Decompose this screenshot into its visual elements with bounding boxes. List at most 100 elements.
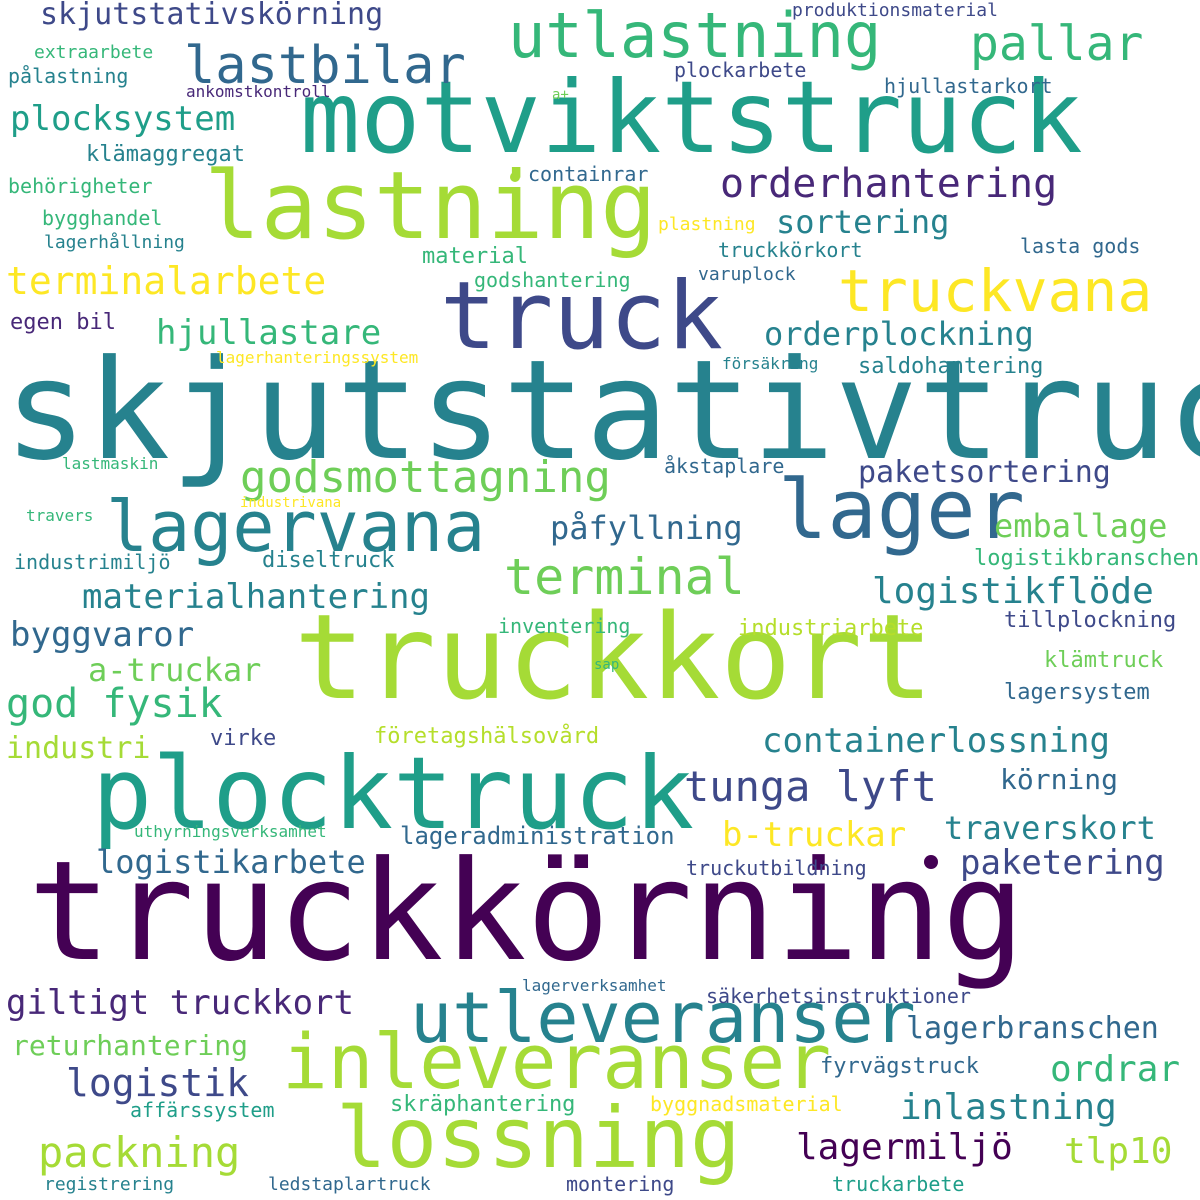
word-uthyrningsverksamhet: uthyrningsverksamhet <box>134 822 327 841</box>
word-inleveranser: inleveranser <box>282 1017 832 1106</box>
word-orderhantering: orderhantering <box>720 161 1058 207</box>
word-palastning: pålastning <box>8 64 129 88</box>
word-materialhantering: materialhantering <box>82 577 430 617</box>
word-travers: travers <box>26 506 94 525</box>
word-sortering: sortering <box>776 203 950 241</box>
word-industriarbete: industriarbete <box>738 616 924 641</box>
word-virke: virke <box>210 726 277 751</box>
word-plocksystem: plocksystem <box>10 99 236 139</box>
word-a-plus: a+ <box>552 87 569 103</box>
word-paketsortering: paketsortering <box>858 455 1111 490</box>
word-returhantering: returhantering <box>12 1029 249 1062</box>
word-fyrvagstruck: fyrvägstruck <box>820 1054 979 1079</box>
word-pafyllning: påfyllning <box>550 509 743 547</box>
word-truckkort: truckkort <box>294 588 934 726</box>
word-akstaplare: åkstaplare <box>664 454 785 478</box>
word-sakerhetsinstruktioner: säkerhetsinstruktioner <box>706 984 971 1008</box>
dot-mark <box>924 855 938 869</box>
word-terminal: terminal <box>504 548 745 606</box>
word-orderplockning: orderplockning <box>764 315 1034 353</box>
word-behorigheter: behörigheter <box>8 174 153 198</box>
word-hjullastare: hjullastare <box>156 313 382 353</box>
word-skraphantering: skräphantering <box>390 1092 576 1117</box>
word-extraarbete: extraarbete <box>34 42 154 63</box>
word-pallar: pallar <box>970 16 1144 72</box>
word-skjutstativskorning: skjutstativskörning <box>40 0 384 32</box>
word-forsakring: försäkring <box>722 354 819 373</box>
word-saldohantering: saldohantering <box>858 354 1044 379</box>
word-bygghandel: bygghandel <box>42 206 163 230</box>
word-lasta-gods: lasta gods <box>1020 234 1141 258</box>
word-paketering: paketering <box>960 843 1165 883</box>
word-godshantering: godshantering <box>474 268 631 292</box>
word-inventering: inventering <box>498 614 631 638</box>
word-tillplockning: tillplockning <box>1004 608 1177 633</box>
dot-mark <box>510 172 520 182</box>
word-b-truckar: b-truckar <box>722 815 907 855</box>
word-god-fysik: god fysik <box>6 681 223 727</box>
word-godsmottagning: godsmottagning <box>240 452 611 503</box>
word-lager: lager <box>778 463 1025 558</box>
word-byggnadsmaterial: byggnadsmaterial <box>650 1092 843 1116</box>
word-material: material <box>422 244 528 269</box>
word-klamtruck: klämtruck <box>1044 648 1164 673</box>
word-foretagshalsovard: företagshälsovård <box>374 724 600 749</box>
word-hjullastarkort: hjullastarkort <box>884 74 1053 98</box>
word-lastbilar: lastbilar <box>184 36 466 96</box>
word-logistikbranschen: logistikbranschen <box>974 546 1200 571</box>
word-lagersystem: lagersystem <box>1004 680 1150 705</box>
word-industri: industri <box>6 731 151 766</box>
word-truckkorkort: truckkörkort <box>718 238 863 262</box>
word-registrering: registrering <box>44 1174 175 1195</box>
word-utlastning: utlastning <box>508 0 882 72</box>
word-skjutstativtruck: skjutstativtruck <box>4 330 1200 491</box>
word-emballage: emballage <box>994 507 1168 545</box>
word-varuplock: varuplock <box>698 264 796 285</box>
word-lagerverksamhet: lagerverksamhet <box>522 976 667 995</box>
word-industrivana: industrivana <box>240 495 342 511</box>
word-lagervana: lagervana <box>106 486 486 568</box>
word-truckutbildning: truckutbildning <box>686 856 867 880</box>
word-logistikarbete: logistikarbete <box>96 843 366 881</box>
word-industrimiljo: industrimiljö <box>14 550 171 574</box>
word-tunga-lyft: tunga lyft <box>684 762 937 811</box>
word-giltigt-truckkort: giltigt truckkort <box>6 983 354 1023</box>
word-truckkorning: truckkörning <box>28 831 1025 992</box>
word-lagerhanteringssystem: lagerhanteringssystem <box>216 348 419 367</box>
word-traverskort: traverskort <box>944 809 1156 847</box>
word-truckarbete: truckarbete <box>832 1172 965 1196</box>
word-lageradministration: lageradministration <box>400 822 675 850</box>
word-tlp10: tlp10 <box>1064 1131 1173 1172</box>
word-klamaggregat: klämaggregat <box>86 142 245 167</box>
word-ledstaplartruck: ledstaplartruck <box>268 1174 431 1195</box>
word-montering: montering <box>566 1172 675 1196</box>
word-byggvaror: byggvaror <box>10 615 195 655</box>
word-lagerbranschen: lagerbranschen <box>906 1011 1159 1046</box>
word-inlastning: inlastning <box>900 1087 1117 1128</box>
word-egen-bil: egen bil <box>10 310 116 335</box>
word-truckvana: truckvana <box>838 257 1153 325</box>
word-plockarbete: plockarbete <box>674 58 807 82</box>
word-truck: truck <box>440 262 723 371</box>
word-packning: packning <box>38 1128 241 1177</box>
word-plastning: plastning <box>658 214 756 235</box>
word-ordrar: ordrar <box>1050 1049 1181 1090</box>
word-plocktruck: plocktruck <box>92 735 695 852</box>
word-affarssystem: affärssystem <box>130 1098 275 1122</box>
word-containrar: containrar <box>528 162 649 186</box>
word-logistik: logistik <box>66 1061 250 1105</box>
word-motviktstruck: motviktstruck <box>300 59 1083 176</box>
word-terminalarbete: terminalarbete <box>6 259 327 303</box>
word-utleveranser: utleveranser <box>410 977 916 1059</box>
word-produktionsmaterial: produktionsmaterial <box>792 0 998 21</box>
word-korning: körning <box>1000 763 1119 796</box>
word-logistikflode: logistikflöde <box>872 571 1154 612</box>
word-diseltruck: diseltruck <box>262 548 395 573</box>
word-lossning: lossning <box>336 1089 741 1187</box>
word-lastmaskin: lastmaskin <box>62 454 159 473</box>
word-lagermiljo: lagermiljö <box>796 1127 1013 1168</box>
word-a-truckar: a-truckar <box>88 651 262 689</box>
word-containerlossning: containerlossning <box>762 721 1110 761</box>
word-lastning: lastning <box>204 152 657 261</box>
